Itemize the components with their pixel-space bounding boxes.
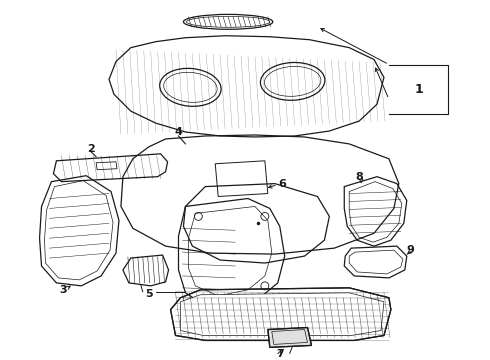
Text: 9: 9 bbox=[407, 245, 415, 255]
Text: 2: 2 bbox=[87, 144, 95, 154]
Polygon shape bbox=[180, 293, 384, 336]
Text: 1: 1 bbox=[415, 83, 423, 96]
Text: 7: 7 bbox=[276, 349, 284, 359]
Polygon shape bbox=[268, 328, 312, 347]
Text: 4: 4 bbox=[174, 127, 182, 137]
Text: 3: 3 bbox=[60, 285, 67, 295]
Text: 8: 8 bbox=[355, 172, 363, 182]
Text: 5: 5 bbox=[145, 289, 152, 299]
Text: 6: 6 bbox=[278, 179, 286, 189]
